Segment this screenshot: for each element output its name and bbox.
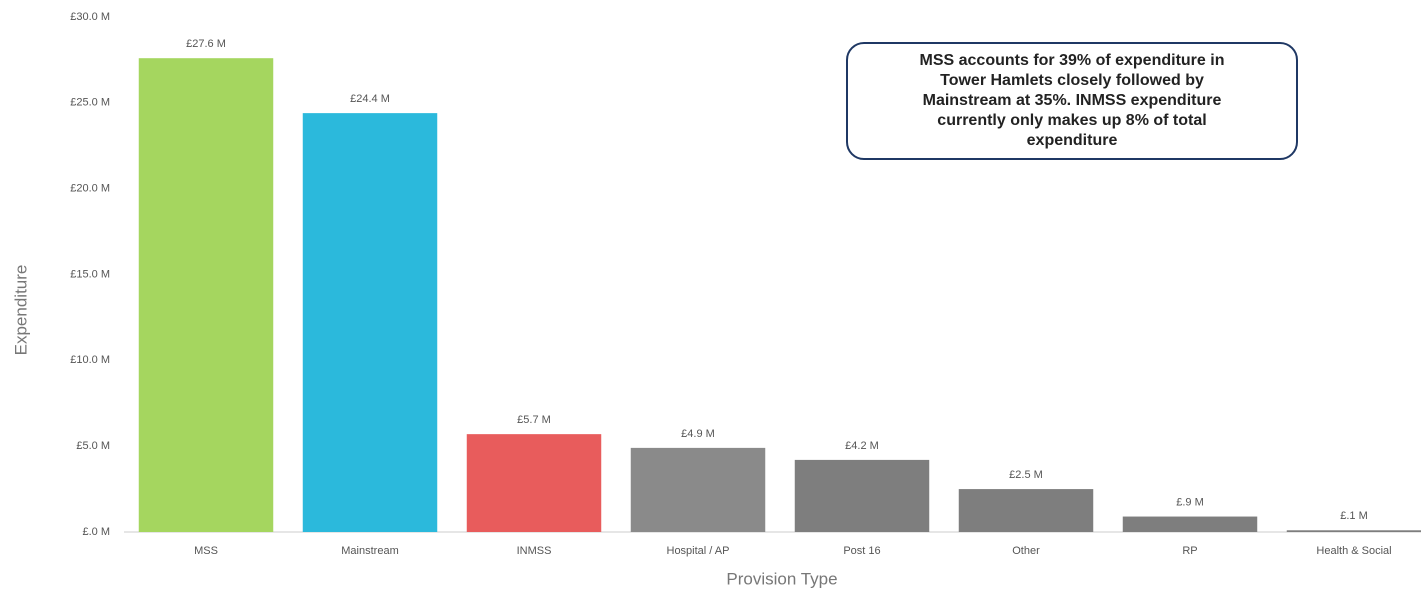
- annotation-line: currently only makes up 8% of total: [937, 112, 1207, 129]
- value-label: £24.4 M: [350, 93, 390, 105]
- x-tick-label: INMSS: [517, 545, 552, 557]
- x-tick-label: Post 16: [843, 545, 880, 557]
- bar: [1122, 516, 1258, 532]
- y-tick-label: £25.0 M: [70, 97, 110, 109]
- annotation-line: expenditure: [1026, 132, 1118, 149]
- value-label: £4.9 M: [681, 428, 715, 440]
- bar: [138, 58, 274, 532]
- bar: [794, 459, 930, 532]
- y-tick-label: £30.0 M: [70, 11, 110, 23]
- value-label: £4.2 M: [845, 440, 879, 452]
- y-tick-label: £10.0 M: [70, 354, 110, 366]
- x-tick-label: Other: [1012, 545, 1040, 557]
- value-label: £.1 M: [1340, 510, 1368, 522]
- x-tick-label: RP: [1182, 545, 1197, 557]
- annotation-line: Mainstream at 35%. INMSS expenditure: [922, 92, 1222, 109]
- value-label: £.9 M: [1176, 496, 1204, 508]
- y-tick-label: £15.0 M: [70, 268, 110, 280]
- value-label: £5.7 M: [517, 414, 551, 426]
- x-axis-title: Provision Type: [726, 569, 837, 588]
- y-axis-title: Expenditure: [11, 265, 30, 356]
- annotation-line: MSS accounts for 39% of expenditure in: [919, 52, 1225, 69]
- bar: [1286, 530, 1421, 532]
- bar: [630, 447, 766, 532]
- annotation-line: Tower Hamlets closely followed by: [940, 72, 1204, 89]
- bar: [302, 113, 438, 532]
- x-tick-label: MSS: [194, 545, 218, 557]
- y-tick-label: £.0 M: [82, 526, 110, 538]
- value-label: £27.6 M: [186, 38, 226, 50]
- y-tick-label: £5.0 M: [76, 440, 110, 452]
- bar: [466, 434, 602, 532]
- value-label: £2.5 M: [1009, 469, 1043, 481]
- y-tick-label: £20.0 M: [70, 183, 110, 195]
- x-tick-label: Mainstream: [341, 545, 398, 557]
- annotation-box: MSS accounts for 39% of expenditure in To…: [846, 42, 1298, 160]
- x-tick-label: Hospital / AP: [667, 545, 730, 557]
- bar: [958, 489, 1094, 532]
- x-tick-label: Health & Social: [1316, 545, 1391, 557]
